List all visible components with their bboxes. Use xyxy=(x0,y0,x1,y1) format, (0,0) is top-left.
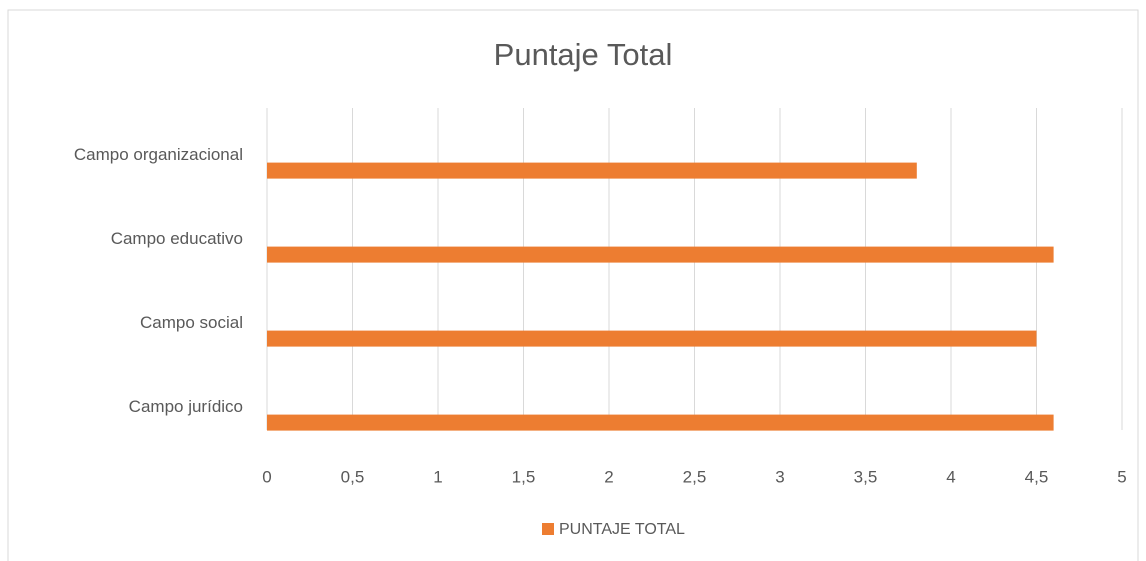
x-tick-label: 0,5 xyxy=(341,467,365,486)
y-tick-label: Campo organizacional xyxy=(74,145,243,164)
bar xyxy=(267,330,1037,347)
chart-title: Puntaje Total xyxy=(494,37,673,72)
y-tick-label: Campo educativo xyxy=(111,229,243,248)
y-tick-label: Campo jurídico xyxy=(129,397,243,416)
legend-label: PUNTAJE TOTAL xyxy=(559,521,685,538)
x-tick-label: 5 xyxy=(1117,467,1126,486)
bar xyxy=(267,414,1054,431)
y-tick-label: Campo social xyxy=(140,313,243,332)
legend-swatch xyxy=(542,523,554,535)
bar xyxy=(267,246,1054,263)
x-tick-label: 4,5 xyxy=(1025,467,1049,486)
x-tick-label: 2,5 xyxy=(683,467,707,486)
x-tick-label: 3 xyxy=(775,467,784,486)
x-tick-label: 1 xyxy=(433,467,442,486)
x-tick-label: 4 xyxy=(946,467,955,486)
chart-border xyxy=(7,9,1139,561)
x-tick-label: 1,5 xyxy=(512,467,536,486)
x-tick-label: 2 xyxy=(604,467,613,486)
x-tick-label: 3,5 xyxy=(854,467,878,486)
x-tick-label: 0 xyxy=(262,467,271,486)
bar xyxy=(267,162,917,179)
